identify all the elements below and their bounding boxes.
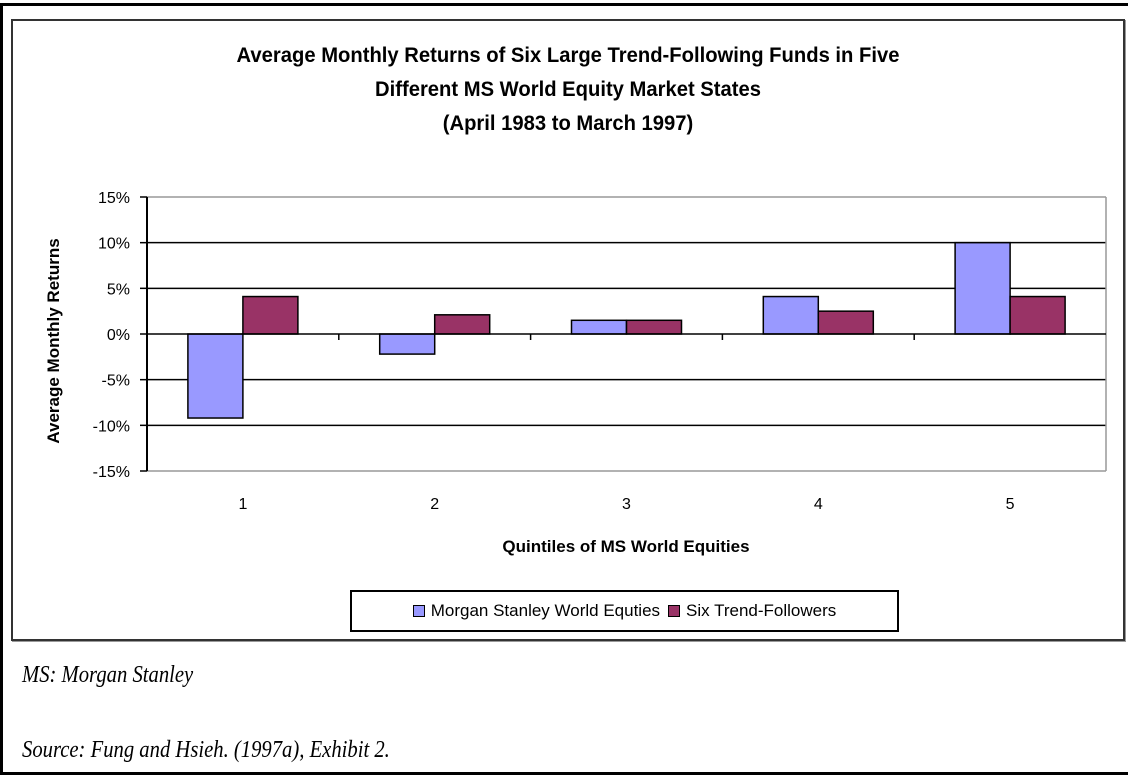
legend-item-ms-world-equities: Morgan Stanley World Equties	[412, 601, 661, 621]
chart-title: Average Monthly Returns of Six Large Tre…	[44, 38, 1091, 140]
legend-label-ms-world-equities: Morgan Stanley World Equties	[430, 601, 661, 620]
bar-ms-world-equities-q5	[954, 241, 1011, 335]
figure-frame	[0, 3, 1128, 775]
x-tick-label: 1	[238, 496, 247, 513]
y-tick-label: -10%	[93, 418, 130, 435]
bar-trend-followers-q2	[433, 314, 491, 335]
chart-area	[11, 19, 1125, 641]
x-tick-label: 2	[430, 496, 439, 513]
bars	[187, 241, 1066, 419]
axes	[140, 196, 1106, 472]
chart-title-line-1: Average Monthly Returns of Six Large Tre…	[236, 43, 900, 67]
x-tick-label: 5	[1006, 496, 1015, 513]
y-tick-label: -15%	[93, 464, 130, 481]
gridlines	[147, 196, 1107, 472]
legend-label-trend-followers: Six Trend-Followers	[686, 601, 837, 620]
abbreviation-note: MS: Morgan Stanley	[22, 662, 194, 688]
legend-swatch-ms-world-equities	[412, 605, 425, 617]
bar-ms-world-equities-q4	[762, 295, 820, 335]
legend-item-trend-followers: Six Trend-Followers	[668, 601, 836, 621]
legend-swatch-trend-followers	[668, 605, 681, 617]
y-axis-title: Average Monthly Returns	[44, 238, 63, 443]
chart-title-line-2: Different MS World Equity Market States	[375, 77, 761, 101]
x-tick-label: 4	[814, 496, 823, 513]
legend: Morgan Stanley World Equties Six Trend-F…	[350, 590, 899, 632]
chart-title-line-3: (April 1983 to March 1997)	[442, 111, 694, 135]
bar-ms-world-equities-q3	[570, 319, 628, 335]
bar-trend-followers-q1	[242, 295, 299, 335]
bar-trend-followers-q5	[1009, 295, 1066, 335]
x-axis-title: Quintiles of MS World Equities	[502, 537, 749, 556]
y-tick-label: 15%	[98, 190, 130, 207]
y-tick-label: -5%	[102, 373, 130, 390]
x-tick-labels: 1 2 3 4 5	[238, 496, 1014, 513]
bar-trend-followers-q4	[817, 310, 875, 335]
y-tick-label: 5%	[107, 281, 130, 298]
source-note: Source: Fung and Hsieh. (1997a), Exhibit…	[22, 737, 390, 763]
y-tick-label: 10%	[98, 236, 130, 253]
bar-ms-world-equities-q1	[187, 333, 244, 419]
bar-trend-followers-q3	[625, 319, 683, 335]
bar-ms-world-equities-q2	[378, 333, 436, 355]
y-tick-labels: 15% 10% 5% 0% -5% -10% -15%	[93, 190, 130, 481]
x-tick-label: 3	[622, 496, 631, 513]
y-tick-label: 0%	[107, 327, 130, 344]
